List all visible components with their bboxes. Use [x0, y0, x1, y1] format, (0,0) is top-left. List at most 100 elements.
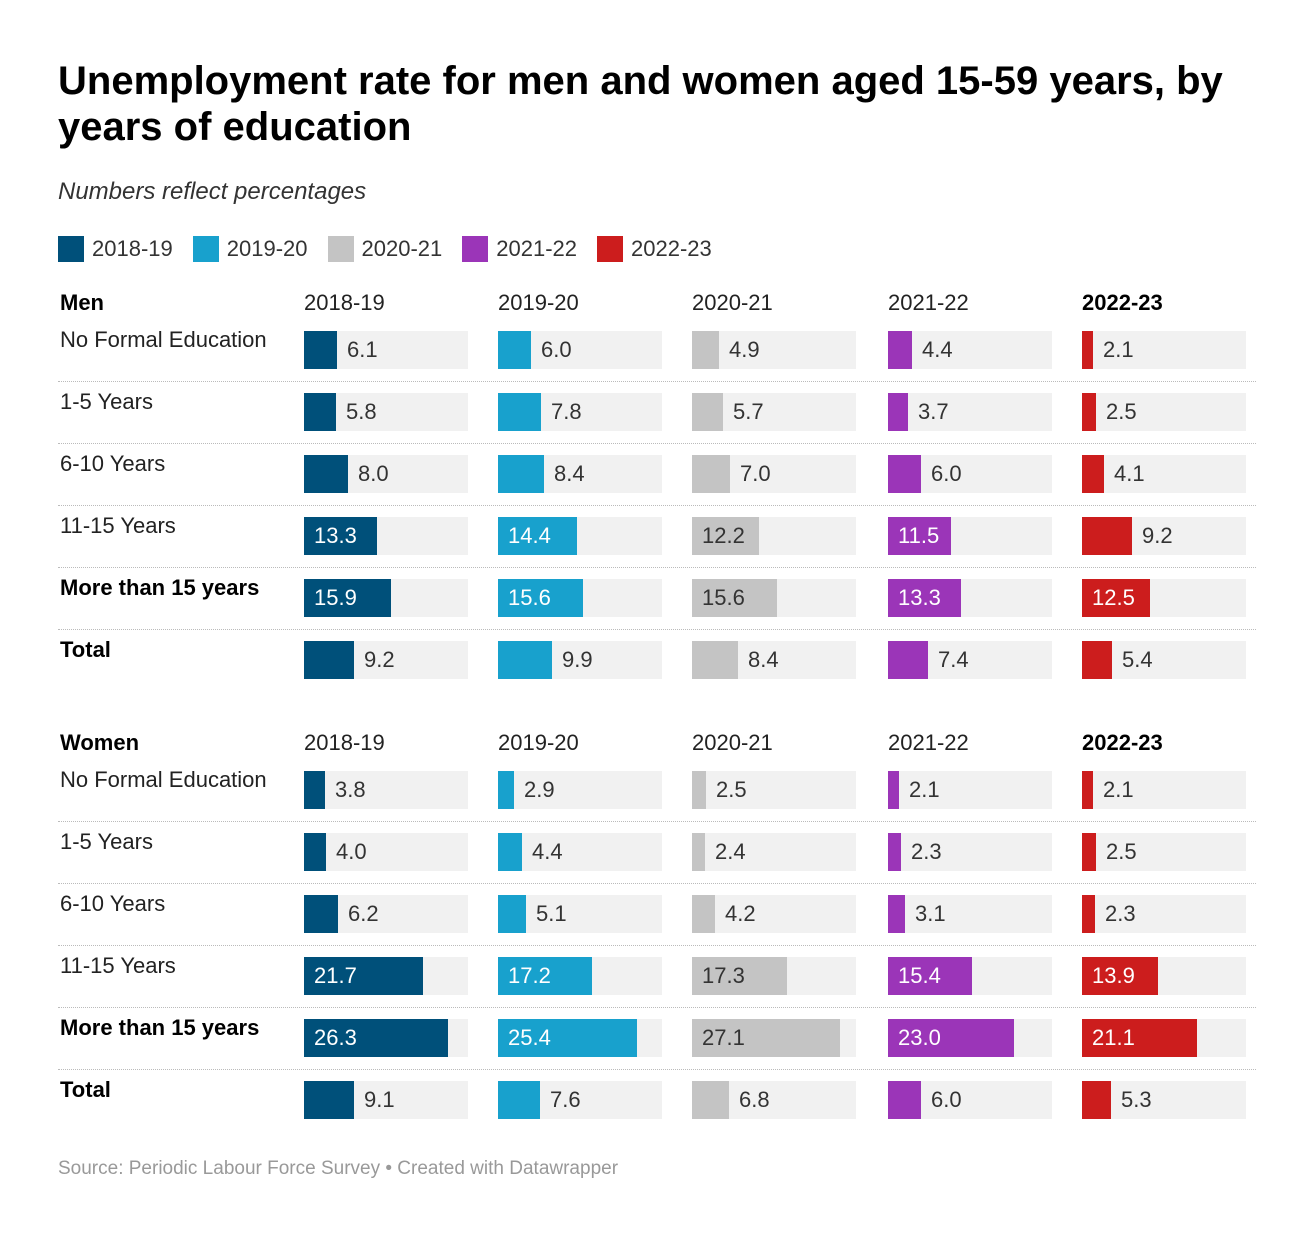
bar-cell: 9.9 — [498, 641, 662, 679]
bar — [304, 331, 337, 369]
chart-title: Unemployment rate for men and women aged… — [58, 59, 1223, 149]
bar-cell: 14.4 — [498, 517, 662, 555]
row-label: 11-15 Years — [60, 953, 176, 978]
bar — [304, 641, 354, 679]
row-label: No Formal Education — [60, 767, 267, 792]
value-label: 6.0 — [931, 1087, 962, 1112]
bar-cell: 25.4 — [498, 1019, 662, 1057]
bar — [1082, 641, 1112, 679]
column-header: 2018-19 — [304, 730, 385, 755]
value-label: 4.1 — [1114, 461, 1145, 486]
value-label: 11.5 — [898, 523, 940, 548]
value-label: 4.9 — [729, 337, 760, 362]
bar — [304, 1019, 448, 1057]
bar-cell: 12.5 — [1082, 579, 1246, 617]
column-header: 2019-20 — [498, 290, 579, 315]
value-label: 2.5 — [1106, 399, 1137, 424]
bar-cell: 8.4 — [498, 455, 662, 493]
bar-cell: 7.0 — [692, 455, 856, 493]
bar — [692, 455, 730, 493]
legend-label: 2020-21 — [361, 236, 443, 261]
bar — [692, 1019, 840, 1057]
value-label: 6.0 — [931, 461, 962, 486]
bar-cell: 6.1 — [304, 331, 468, 369]
bar — [692, 641, 738, 679]
column-header: 2018-19 — [304, 290, 385, 315]
value-label: 2.4 — [715, 839, 746, 864]
bar-cell: 4.4 — [498, 833, 662, 871]
value-label: 2.3 — [911, 839, 942, 864]
value-label: 17.3 — [702, 963, 745, 988]
bar — [304, 1081, 354, 1119]
bar-cell: 6.0 — [888, 455, 1052, 493]
row-separator — [58, 883, 1256, 884]
value-label: 3.7 — [918, 399, 949, 424]
bar-cell: 5.4 — [1082, 641, 1246, 679]
bar — [888, 393, 908, 431]
bar-cell: 13.3 — [304, 517, 468, 555]
value-label: 13.3 — [898, 585, 941, 610]
value-label: 15.4 — [898, 963, 941, 988]
chart-subtitle: Numbers reflect percentages — [58, 178, 367, 205]
bar — [692, 331, 719, 369]
value-label: 3.8 — [335, 777, 366, 802]
row-label: More than 15 years — [60, 575, 260, 600]
bar — [304, 455, 348, 493]
value-label: 2.1 — [909, 777, 940, 802]
value-label: 6.8 — [739, 1087, 770, 1112]
bar — [692, 579, 777, 617]
legend-label: 2022-23 — [631, 236, 712, 261]
bar — [1082, 331, 1093, 369]
row-label: 11-15 Years — [60, 513, 176, 538]
value-label: 7.8 — [551, 399, 582, 424]
value-label: 17.2 — [508, 963, 551, 988]
section-label: Women — [60, 730, 140, 755]
value-label: 4.2 — [725, 901, 756, 926]
bar — [1082, 455, 1104, 493]
bar-cell: 26.3 — [304, 1019, 468, 1057]
value-label: 2.5 — [1106, 839, 1137, 864]
row-separator — [58, 821, 1256, 822]
bar — [304, 579, 391, 617]
column-header: 2019-20 — [498, 730, 579, 755]
bar — [888, 771, 899, 809]
row-separator — [58, 567, 1256, 568]
bar-cell: 27.1 — [692, 1019, 856, 1057]
value-label: 2.3 — [1105, 901, 1136, 926]
bar — [304, 833, 326, 871]
column-header: 2021-22 — [888, 730, 969, 755]
value-label: 12.2 — [702, 523, 745, 548]
bar-cell: 2.1 — [888, 771, 1052, 809]
bar-cell: 12.2 — [692, 517, 856, 555]
row-label: 6-10 Years — [60, 891, 166, 916]
bar-cell: 15.9 — [304, 579, 468, 617]
bar — [888, 957, 972, 995]
value-label: 15.9 — [314, 585, 357, 610]
value-label: 4.4 — [922, 337, 953, 362]
bar — [498, 771, 514, 809]
value-label: 4.0 — [336, 839, 367, 864]
bar-cell: 3.8 — [304, 771, 468, 809]
legend-item: 2021-22 — [462, 236, 577, 262]
value-label: 2.1 — [1103, 337, 1134, 362]
bar-cell: 6.0 — [498, 331, 662, 369]
bar-cell: 6.2 — [304, 895, 468, 933]
column-header: 2020-21 — [692, 730, 773, 755]
bar-cell: 2.1 — [1082, 771, 1246, 809]
column-header: 2022-23 — [1082, 290, 1163, 315]
bar-cell: 17.3 — [692, 957, 856, 995]
value-label: 9.2 — [364, 647, 395, 672]
value-label: 9.2 — [1142, 523, 1173, 548]
legend-swatch — [462, 236, 489, 262]
bar — [692, 771, 706, 809]
bar-cell: 4.4 — [888, 331, 1052, 369]
bar — [498, 455, 544, 493]
value-label: 8.4 — [554, 461, 585, 486]
bar-cell: 2.5 — [1082, 393, 1246, 431]
bar — [888, 833, 901, 871]
legend-swatch — [192, 236, 219, 262]
row-label: Total — [60, 1077, 111, 1102]
bar-cell: 5.3 — [1082, 1081, 1246, 1119]
bar-cell: 2.4 — [692, 833, 856, 871]
